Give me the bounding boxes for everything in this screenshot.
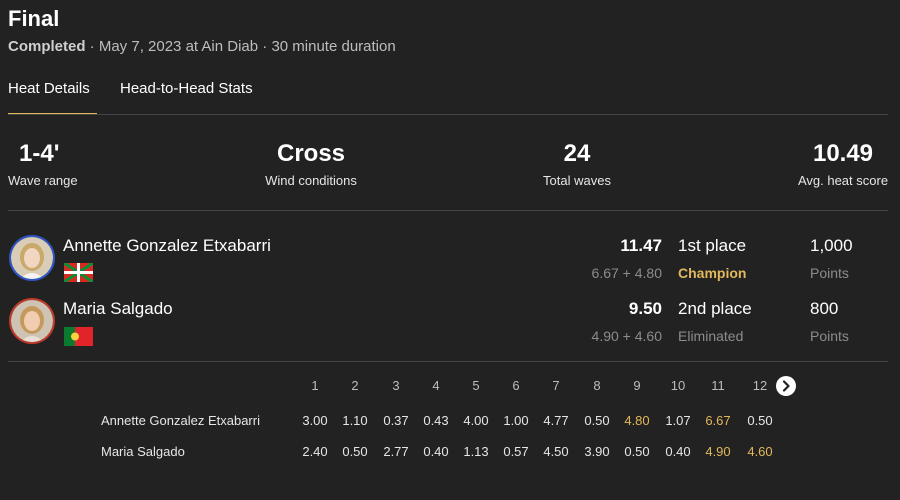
- portugal-flag-icon: [64, 327, 93, 346]
- points-label: Points: [810, 328, 849, 344]
- wave-score-cell: 0.43: [423, 413, 449, 428]
- stat-label: Total waves: [543, 173, 611, 188]
- wave-score-cell: 4.77: [543, 413, 569, 428]
- heat-details: · May 7, 2023 at Ain Diab · 30 minute du…: [85, 38, 396, 55]
- wave-number-header: 4: [432, 378, 440, 393]
- wave-score-cell: 0.40: [423, 444, 449, 459]
- wave-score-cell: 2.40: [302, 444, 328, 459]
- athlete-photo-icon: [11, 237, 53, 279]
- wave-number-header: 2: [351, 378, 359, 393]
- stat-value: Cross: [276, 140, 346, 167]
- athlete-result: Eliminated: [678, 328, 744, 344]
- wave-score-cell: 3.00: [302, 413, 328, 428]
- athlete-place: 2nd place: [678, 299, 752, 318]
- stat-wave-range: 1-4' Wave range: [8, 140, 78, 188]
- wave-number-header: 1: [311, 378, 319, 393]
- wave-score-cell: 4.00: [463, 413, 489, 428]
- wave-score-cell: 1.10: [342, 413, 368, 428]
- basque-flag-icon: [63, 261, 94, 284]
- wave-score-cell: 4.50: [543, 444, 569, 459]
- athlete-total-score: 11.47: [620, 236, 662, 255]
- athlete-total-score: 9.50: [628, 299, 662, 318]
- wave-number-header: 11: [711, 378, 725, 393]
- wave-score-cell: 4.90: [705, 444, 731, 459]
- wave-number-header: 5: [472, 378, 480, 393]
- tab-heat-details[interactable]: Heat Details: [8, 80, 90, 97]
- stat-value: 1-4': [19, 140, 60, 167]
- athlete-name[interactable]: Maria Salgado: [63, 299, 173, 318]
- wave-number-header: 6: [512, 378, 520, 393]
- wave-number-header: 8: [593, 378, 601, 393]
- chevron-right-icon: [782, 380, 790, 392]
- wave-score-cell: 1.00: [503, 413, 529, 428]
- wave-number-header: 12: [752, 378, 768, 393]
- wave-score-cell: 4.80: [624, 413, 650, 428]
- stat-avg-heat-score: 10.49 Avg. heat score: [790, 140, 896, 188]
- athlete-result: Champion: [678, 265, 747, 281]
- stat-wind-conditions: Cross Wind conditions: [241, 140, 381, 188]
- stat-label: Wind conditions: [265, 173, 357, 188]
- wave-score-cell: 2.77: [383, 444, 409, 459]
- athlete-place: 1st place: [678, 236, 747, 255]
- stat-label: Avg. heat score: [797, 173, 889, 188]
- points-label: Points: [810, 265, 849, 281]
- wave-score-cell: 0.50: [342, 444, 368, 459]
- wave-score-cell: 0.37: [383, 413, 409, 428]
- stat-total-waves: 24 Total waves: [527, 140, 627, 188]
- athletes-divider: [8, 361, 888, 362]
- wave-score-cell: 6.67: [705, 413, 731, 428]
- wave-number-header: 7: [552, 378, 560, 393]
- athlete-points: 1,000: [810, 236, 853, 255]
- grid-row-name: Annette Gonzalez Etxabarri: [101, 413, 260, 428]
- wave-number-header: 9: [633, 378, 641, 393]
- wave-score-cell: 4.60: [747, 444, 773, 459]
- wave-score-cell: 1.13: [463, 444, 489, 459]
- wave-number-header: 3: [392, 378, 400, 393]
- athlete-best-waves: 4.90 + 4.60: [591, 328, 662, 344]
- wave-score-cell: 1.07: [665, 413, 691, 428]
- avatar[interactable]: [9, 235, 55, 281]
- grid-row-name: Maria Salgado: [101, 444, 185, 459]
- page-title: Final: [8, 6, 60, 31]
- athlete-best-waves: 6.67 + 4.80: [591, 265, 662, 281]
- stat-value: 24: [563, 140, 591, 167]
- wave-score-cell: 0.40: [665, 444, 691, 459]
- wave-number-header: 10: [670, 378, 686, 393]
- stat-label: Wave range: [8, 173, 78, 188]
- athlete-photo-icon: [11, 300, 53, 342]
- tabs-divider: [8, 114, 888, 115]
- stat-value: 10.49: [812, 140, 874, 167]
- wave-score-cell: 0.50: [747, 413, 773, 428]
- avatar[interactable]: [9, 298, 55, 344]
- wave-score-cell: 0.50: [584, 413, 610, 428]
- athlete-points: 800: [810, 299, 839, 318]
- heat-status: Completed: [8, 38, 86, 55]
- tab-head-to-head-stats[interactable]: Head-to-Head Stats: [120, 80, 253, 97]
- heat-meta: Completed · May 7, 2023 at Ain Diab · 30…: [8, 38, 396, 55]
- athlete-name[interactable]: Annette Gonzalez Etxabarri: [63, 236, 271, 255]
- stats-divider: [8, 210, 888, 211]
- wave-score-cell: 3.90: [584, 444, 610, 459]
- wave-score-cell: 0.57: [503, 444, 529, 459]
- wave-score-cell: 0.50: [624, 444, 650, 459]
- next-waves-button[interactable]: [776, 376, 796, 396]
